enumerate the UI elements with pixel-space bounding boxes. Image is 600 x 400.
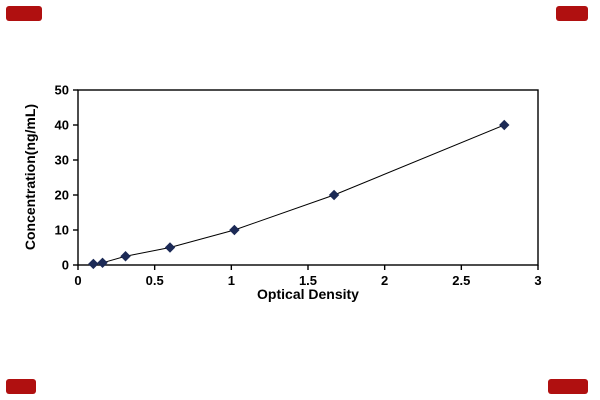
data-point-marker bbox=[97, 257, 108, 269]
data-point-marker bbox=[88, 258, 99, 270]
x-tick-label: 3 bbox=[534, 273, 541, 288]
corner-mark-top-right bbox=[556, 6, 588, 21]
y-tick-label: 20 bbox=[55, 188, 69, 203]
y-tick-label: 50 bbox=[55, 83, 69, 98]
y-tick-label: 40 bbox=[55, 118, 69, 133]
corner-mark-bottom-right bbox=[548, 379, 588, 394]
y-tick-label: 10 bbox=[55, 223, 69, 238]
corner-mark-top-left bbox=[6, 6, 42, 21]
y-tick-label: 0 bbox=[62, 258, 69, 273]
data-point-marker bbox=[120, 251, 131, 262]
x-tick-label: 1 bbox=[228, 273, 235, 288]
data-point-marker bbox=[229, 224, 240, 236]
data-point-marker bbox=[164, 242, 176, 253]
x-tick-label: 2.5 bbox=[452, 273, 470, 288]
x-tick-label: 2 bbox=[381, 273, 388, 288]
corner-mark-bottom-left bbox=[6, 379, 36, 394]
data-point-marker bbox=[499, 119, 510, 131]
x-tick-label: 0.5 bbox=[146, 273, 164, 288]
x-tick-label: 1.5 bbox=[299, 273, 317, 288]
y-tick-label: 30 bbox=[55, 153, 69, 168]
series-line bbox=[93, 124, 505, 265]
y-axis-title: Concentration(ng/mL) bbox=[22, 103, 38, 251]
plot-border bbox=[77, 89, 539, 266]
data-point-marker bbox=[328, 189, 340, 201]
x-axis-title: Optical Density bbox=[257, 286, 359, 302]
x-tick-label: 0 bbox=[74, 273, 81, 288]
